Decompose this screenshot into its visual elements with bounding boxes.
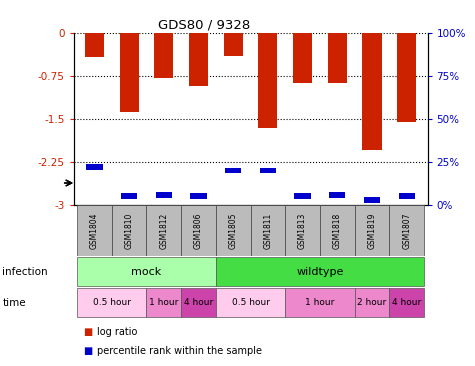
Text: 0.5 hour: 0.5 hour [93, 298, 131, 307]
Text: GDS80 / 9328: GDS80 / 9328 [158, 18, 250, 31]
Bar [146, 288, 181, 317]
Text: GSM1804: GSM1804 [90, 212, 99, 249]
Text: ■: ■ [83, 326, 92, 337]
Bar [251, 205, 285, 256]
Text: infection: infection [2, 267, 48, 277]
Bar [216, 288, 285, 317]
Text: GSM1805: GSM1805 [229, 212, 238, 249]
Bar [189, 33, 208, 86]
Bar [120, 33, 139, 112]
Text: 2 hour: 2 hour [357, 298, 387, 307]
Text: GSM1811: GSM1811 [264, 212, 272, 249]
Text: GSM1818: GSM1818 [333, 212, 342, 249]
Bar [364, 197, 380, 203]
Text: time: time [2, 298, 26, 308]
Text: wildtype: wildtype [296, 267, 343, 277]
Bar [85, 33, 104, 57]
Text: GSM1813: GSM1813 [298, 212, 307, 249]
Bar [216, 257, 424, 286]
Text: mock: mock [132, 267, 162, 277]
Text: 1 hour: 1 hour [305, 298, 334, 307]
Bar [328, 33, 347, 83]
Text: 1 hour: 1 hour [149, 298, 179, 307]
Bar [181, 205, 216, 256]
Text: log ratio: log ratio [97, 326, 138, 337]
Bar [181, 288, 216, 317]
Bar [260, 168, 276, 173]
Bar [216, 205, 251, 256]
Bar [258, 33, 277, 127]
Bar [77, 257, 216, 286]
Bar [293, 33, 312, 83]
Text: GSM1819: GSM1819 [368, 212, 377, 249]
Bar [86, 164, 103, 170]
Bar [285, 205, 320, 256]
Text: GSM1810: GSM1810 [124, 212, 133, 249]
Text: GSM1812: GSM1812 [159, 212, 168, 249]
Bar [121, 194, 137, 199]
Bar [397, 33, 416, 122]
Text: 0.5 hour: 0.5 hour [232, 298, 270, 307]
Bar [112, 205, 146, 256]
Text: 4 hour: 4 hour [184, 298, 213, 307]
Bar [77, 288, 146, 317]
Bar [390, 205, 424, 256]
Bar [362, 33, 381, 150]
Bar [320, 205, 355, 256]
Bar [390, 288, 424, 317]
Bar [77, 205, 112, 256]
Text: GSM1806: GSM1806 [194, 212, 203, 249]
Bar [294, 194, 311, 199]
Bar [154, 33, 173, 78]
Bar [156, 192, 172, 198]
Bar [190, 194, 207, 199]
Bar [329, 192, 345, 198]
Bar [224, 33, 243, 56]
Text: 4 hour: 4 hour [392, 298, 421, 307]
Bar [225, 168, 241, 173]
Bar [399, 194, 415, 199]
Bar [355, 205, 389, 256]
Text: percentile rank within the sample: percentile rank within the sample [97, 346, 262, 356]
Text: ■: ■ [83, 346, 92, 356]
Bar [285, 288, 355, 317]
Bar [146, 205, 181, 256]
Text: GSM1807: GSM1807 [402, 212, 411, 249]
Bar [355, 288, 389, 317]
